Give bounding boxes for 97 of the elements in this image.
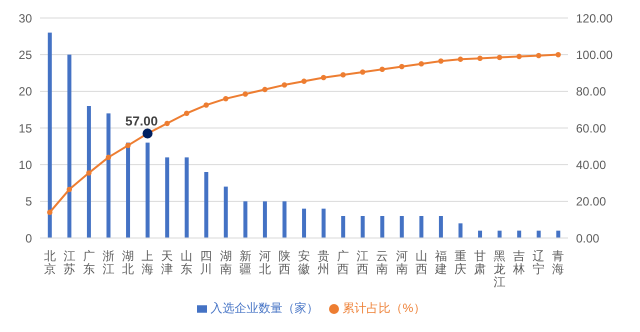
x-tick-label: 青海 xyxy=(552,249,564,276)
x-tick-label: 山西 xyxy=(415,249,428,276)
point xyxy=(86,170,92,176)
bar xyxy=(204,172,208,238)
x-tick-label: 辽宁 xyxy=(532,249,545,276)
x-tick-label: 贵州 xyxy=(318,249,330,276)
point xyxy=(320,74,326,80)
bar xyxy=(224,186,228,238)
y-tick-label: 5 xyxy=(25,194,32,209)
point xyxy=(360,69,366,75)
data-label: 57.00 xyxy=(125,114,158,128)
x-tick-label: 江苏 xyxy=(63,249,76,276)
x-tick-label: 广东 xyxy=(82,249,95,276)
x-tick-label: 陕西 xyxy=(278,249,290,276)
point xyxy=(301,78,307,84)
point xyxy=(242,91,248,97)
point xyxy=(66,186,72,192)
x-tick-label: 甘肃 xyxy=(474,249,486,276)
x-tick-label: 安徽 xyxy=(298,249,310,276)
bar xyxy=(184,157,189,238)
x-tick-label: 吉林 xyxy=(512,249,526,276)
x-tick-label: 河南 xyxy=(396,249,408,276)
point xyxy=(477,56,483,62)
bar xyxy=(48,32,52,238)
bar xyxy=(86,106,91,238)
x-tick-label: 山东 xyxy=(180,249,193,276)
x-tick-label: 江西 xyxy=(356,249,369,276)
point xyxy=(223,96,228,102)
point xyxy=(47,210,52,216)
y2-tick-label: 40.00 xyxy=(576,158,606,172)
bar xyxy=(498,230,502,238)
point xyxy=(282,82,288,88)
bar xyxy=(262,201,267,238)
bar xyxy=(419,216,424,238)
bar xyxy=(67,54,72,238)
x-tick-label: 福建 xyxy=(434,249,447,276)
y2-tick-label: 60.00 xyxy=(576,121,606,136)
y2-tick-label: 120.00 xyxy=(576,11,614,26)
point xyxy=(536,52,542,58)
x-tick-label: 北京 xyxy=(44,249,56,276)
point xyxy=(516,54,522,60)
x-tick-label: 浙江 xyxy=(102,249,114,276)
y-tick-label: 10 xyxy=(18,158,32,172)
y-tick-label: 25 xyxy=(18,48,32,62)
bar xyxy=(243,201,248,238)
bar xyxy=(282,201,286,238)
point xyxy=(438,58,444,64)
bar xyxy=(302,208,306,238)
x-tick-label: 云南 xyxy=(376,249,388,276)
bar xyxy=(400,216,404,238)
bar xyxy=(322,208,326,238)
point xyxy=(380,66,385,72)
x-tick-label: 广西 xyxy=(337,249,350,276)
point xyxy=(164,120,170,126)
bar xyxy=(106,113,110,238)
y-tick-label: 20 xyxy=(18,84,32,99)
bar xyxy=(165,157,170,238)
point xyxy=(340,72,346,78)
bar xyxy=(360,216,365,238)
point xyxy=(184,110,190,116)
point xyxy=(125,142,131,148)
point xyxy=(106,154,112,160)
y-tick-label: 30 xyxy=(18,11,32,26)
bar xyxy=(341,216,346,238)
y-tick-label: 15 xyxy=(18,121,32,136)
point xyxy=(556,52,561,58)
point xyxy=(204,102,209,108)
legend-label: 入选企业数量（家） xyxy=(210,301,319,315)
x-tick-label: 河北 xyxy=(258,249,271,276)
x-tick-label: 黑龙江 xyxy=(494,249,506,289)
point xyxy=(458,56,464,62)
point xyxy=(262,86,268,92)
y2-tick-label: 0.00 xyxy=(576,231,600,246)
bar xyxy=(556,230,560,238)
x-tick-label: 新疆 xyxy=(239,249,252,276)
point xyxy=(496,54,502,60)
bar xyxy=(438,216,443,238)
y2-tick-label: 20.00 xyxy=(576,194,606,209)
y2-tick-label: 80.00 xyxy=(576,84,606,99)
bar xyxy=(380,216,384,238)
x-tick-label: 重庆 xyxy=(454,249,466,276)
legend-label: 累计占比（%） xyxy=(342,301,426,315)
x-tick-label: 湖南 xyxy=(220,249,232,276)
bar xyxy=(146,142,150,238)
y-tick-label: 0 xyxy=(25,231,32,246)
x-tick-label: 天津 xyxy=(161,249,174,276)
bar xyxy=(536,230,541,238)
x-tick-label: 湖北 xyxy=(122,249,134,276)
bar xyxy=(126,142,130,238)
point xyxy=(418,61,424,67)
bar xyxy=(458,223,462,238)
x-tick-label: 四川 xyxy=(200,249,212,276)
x-tick-label: 上海 xyxy=(142,249,154,276)
point xyxy=(399,64,404,70)
y2-tick-label: 100.00 xyxy=(576,48,614,62)
bar xyxy=(478,230,482,238)
bar xyxy=(517,230,522,238)
